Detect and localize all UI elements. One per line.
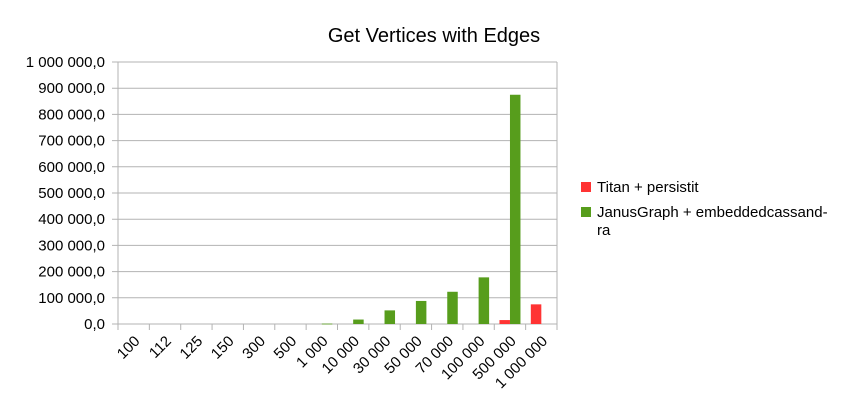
y-tick-label: 0,0 [84, 316, 105, 333]
chart-title: Get Vertices with Edges [328, 25, 540, 47]
x-tick-label: 300 [239, 333, 269, 363]
y-tick-label: 100 000,0 [38, 290, 105, 307]
y-tick-label: 400 000,0 [38, 211, 105, 228]
legend-swatch-janusgraph [581, 207, 591, 217]
x-tick-label: 125 [177, 333, 207, 363]
y-tick-label: 800 000,0 [38, 106, 105, 123]
y-tick-label: 500 000,0 [38, 185, 105, 202]
legend-label-janusgraph: ra [597, 222, 611, 239]
grid [112, 61, 557, 325]
bar-series-1 [499, 320, 510, 324]
y-tick-label: 900 000,0 [38, 80, 105, 97]
legend-swatch-titan [581, 182, 591, 192]
bar-series-2 [321, 323, 333, 325]
legend-label-titan: Titan + persistit [597, 179, 699, 196]
bar-series-2 [384, 310, 396, 324]
legend-label-janusgraph: JanusGraph + embeddedcassand- [597, 204, 828, 221]
y-axis-tick-labels: 0,0 100 000,0 200 000,0 300 000,0 400 000,0 5… [26, 54, 105, 333]
bar-series-2 [509, 94, 521, 324]
x-tick-label: 150 [208, 333, 238, 363]
x-tick-label: 112 [146, 333, 175, 362]
y-tick-label: 300 000,0 [38, 237, 105, 254]
x-tick-label: 100 [114, 333, 144, 363]
bar-series-2 [447, 291, 458, 324]
bars [321, 94, 542, 325]
bar-series-2 [478, 277, 490, 324]
y-tick-label: 200 000,0 [38, 264, 105, 281]
y-tick-label: 700 000,0 [38, 133, 105, 150]
legend: Titan + persistit JanusGraph + embeddedca… [581, 179, 828, 239]
y-tick-label: 1 000 000,0 [26, 54, 105, 71]
bar-series-2 [353, 319, 364, 324]
bar-series-1 [530, 304, 542, 324]
y-tick-label: 600 000,0 [38, 159, 105, 176]
axes [117, 62, 558, 330]
bar-series-2 [415, 300, 427, 324]
